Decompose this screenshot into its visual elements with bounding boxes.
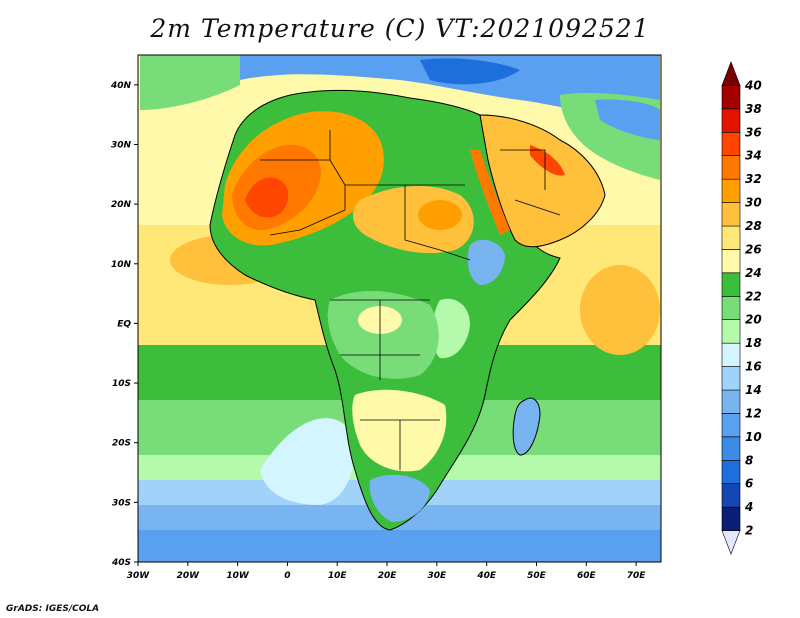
lat-tick-label: 20S bbox=[112, 439, 131, 449]
lon-tick-label: 10W bbox=[226, 571, 250, 581]
southern-africa-interior bbox=[352, 389, 447, 472]
map-axes: 30W 20W 10W 0 10E 20E 30E 40E 50E 60E 70E 40S 30S 20S… bbox=[110, 81, 646, 581]
lon-tick-label: 10E bbox=[328, 571, 348, 581]
madagascar bbox=[512, 397, 541, 456]
lon-tick-label: 0 bbox=[284, 571, 290, 581]
colorbar-swatch bbox=[721, 366, 741, 391]
lon-tick-label: 30E bbox=[428, 571, 448, 581]
colorbar-swatch bbox=[721, 483, 741, 508]
colorbar-label: 32 bbox=[745, 172, 762, 186]
colorbar-swatch bbox=[721, 530, 741, 555]
colorbar-swatch bbox=[721, 61, 741, 86]
colorbar-label: 40 bbox=[744, 78, 762, 92]
lat-tick-label: 40N bbox=[110, 81, 132, 91]
black-sea-region bbox=[420, 58, 520, 85]
colorbar-label: 36 bbox=[745, 125, 762, 139]
colorbar-label: 12 bbox=[745, 406, 762, 420]
persian-gulf-hot bbox=[530, 145, 565, 176]
colorbar-label: 30 bbox=[745, 196, 762, 210]
lat-tick-label: 10S bbox=[112, 379, 131, 389]
lat-tick-label: 30N bbox=[111, 140, 132, 150]
colorbar-label: 18 bbox=[745, 336, 762, 350]
colorbar-label: 38 bbox=[745, 102, 762, 116]
colorbar-swatch bbox=[721, 272, 741, 297]
red-sea bbox=[470, 150, 510, 235]
lon-tick-label: 60E bbox=[577, 571, 597, 581]
colorbar-label: 34 bbox=[745, 149, 762, 163]
ocean-band-far-south bbox=[138, 530, 661, 562]
east-africa-highlands bbox=[432, 298, 470, 359]
congo-basin bbox=[327, 290, 439, 379]
map-frame bbox=[137, 54, 662, 563]
warm-patch-indian-ocean bbox=[580, 265, 660, 355]
map-title: 2m Temperature (C) VT:2021092521 bbox=[150, 14, 650, 43]
ethiopian-highlands bbox=[467, 239, 505, 285]
sahara-hottest bbox=[245, 177, 289, 218]
colorbar-label: 16 bbox=[745, 360, 762, 374]
colorbar-swatch bbox=[721, 413, 741, 438]
colorbar-swatch bbox=[721, 178, 741, 203]
colorbar-swatch bbox=[721, 155, 741, 180]
country-borders bbox=[260, 130, 561, 470]
lon-tick-label: 50E bbox=[527, 571, 547, 581]
colorbar-swatch bbox=[721, 436, 741, 461]
arabia-landmass bbox=[479, 114, 606, 248]
colorbar-label: 24 bbox=[745, 266, 762, 280]
colorbar-swatch bbox=[721, 506, 741, 531]
colorbar-swatch bbox=[721, 85, 741, 110]
colorbar-swatch bbox=[721, 108, 741, 133]
lon-tick-label: 30W bbox=[127, 571, 151, 581]
colorbar-label: 22 bbox=[745, 289, 762, 303]
europe-green-band bbox=[140, 55, 240, 110]
colorbar-swatch bbox=[721, 225, 741, 250]
colorbar-swatch bbox=[721, 459, 741, 485]
europe-cool-region bbox=[240, 55, 660, 114]
cool-patch-south-atlantic bbox=[260, 418, 354, 505]
colorbar-label: 20 bbox=[745, 313, 762, 327]
south-africa-cool bbox=[369, 474, 430, 522]
credit-label: GrADS: IGES/COLA bbox=[6, 604, 100, 614]
colorbar-label: 2 bbox=[745, 524, 753, 538]
sudan-hot-spot bbox=[418, 200, 462, 230]
colorbar-label: 4 bbox=[744, 500, 753, 514]
colorbar-swatch bbox=[721, 131, 741, 157]
iran-cool bbox=[595, 99, 660, 140]
lon-tick-label: 40E bbox=[476, 571, 497, 581]
colorbar-label: 10 bbox=[745, 430, 762, 444]
colorbar-label: 6 bbox=[745, 477, 753, 491]
lat-tick-label: 30S bbox=[112, 498, 131, 508]
colorbar-swatch bbox=[721, 389, 741, 414]
colorbar-label: 28 bbox=[745, 219, 762, 233]
lon-tick-label: 20E bbox=[378, 571, 398, 581]
colorbar-swatch bbox=[721, 202, 741, 227]
colorbar-swatch bbox=[721, 342, 741, 367]
colorbar-label: 8 bbox=[745, 453, 753, 467]
lat-tick-label: 10N bbox=[111, 260, 132, 270]
colorbar-swatch bbox=[721, 295, 741, 321]
lat-tick-label: 40S bbox=[111, 558, 131, 568]
lat-tick-label: 20N bbox=[111, 200, 132, 210]
lon-tick-label: 70E bbox=[627, 571, 647, 581]
colorbar-swatch bbox=[721, 249, 741, 274]
colorbar-label: 26 bbox=[745, 242, 762, 256]
colorbar-swatch bbox=[721, 319, 741, 344]
colorbar-label: 14 bbox=[745, 383, 762, 397]
lon-tick-label: 20W bbox=[177, 571, 201, 581]
lat-tick-label: EQ bbox=[117, 319, 131, 329]
